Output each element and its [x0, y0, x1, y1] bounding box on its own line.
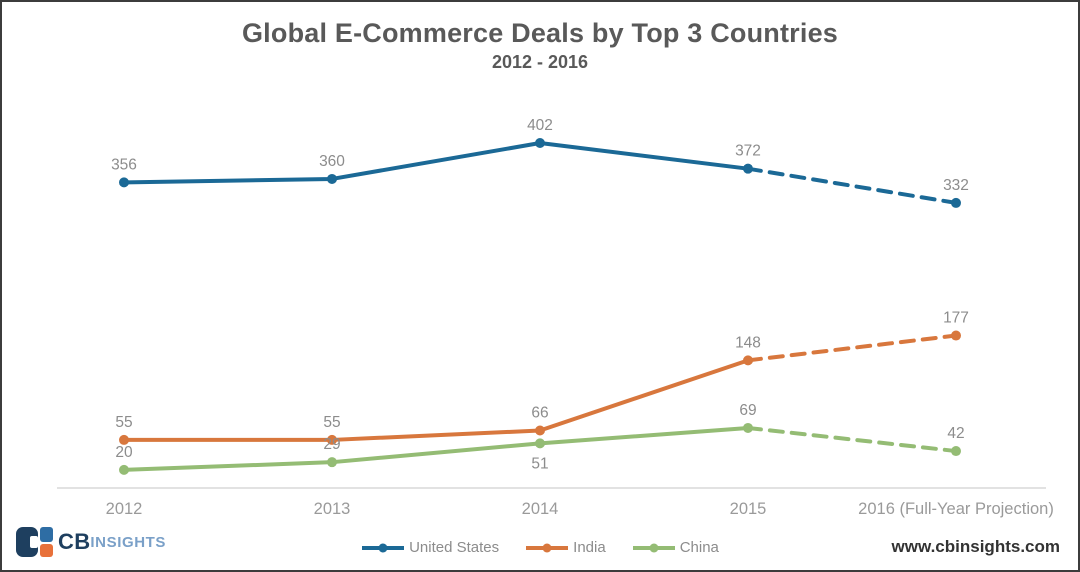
- data-point: [327, 457, 337, 468]
- data-label: 66: [531, 405, 548, 422]
- legend-label: United States: [409, 539, 500, 556]
- x-tick-label: 2013: [314, 500, 351, 518]
- chart-title: Global E-Commerce Deals by Top 3 Countri…: [241, 18, 839, 48]
- chart-header: Global E-Commerce Deals by Top 3 Countri…: [2, 18, 1078, 73]
- data-point: [743, 355, 753, 366]
- data-point: [119, 177, 129, 188]
- series-line-india: [122, 358, 750, 442]
- data-label: 402: [527, 117, 553, 134]
- data-label: 29: [323, 436, 340, 453]
- data-point: [535, 438, 545, 449]
- logo-insights-text: INSIGHTS: [90, 533, 167, 551]
- data-point: [535, 138, 545, 149]
- chart-legend: United States India China: [2, 539, 1078, 556]
- series-projection-china: [746, 425, 958, 454]
- legend-item-united-states: United States: [361, 539, 499, 556]
- chart-subtitle: 2012 - 2016: [491, 52, 589, 72]
- legend-marker-icon: [526, 543, 569, 552]
- data-point: [327, 434, 337, 445]
- data-label: 148: [735, 334, 761, 351]
- data-point: [327, 173, 337, 184]
- data-label: 356: [111, 156, 137, 173]
- data-label: 332: [943, 177, 969, 194]
- data-label: 360: [319, 153, 345, 170]
- x-tick-label: 2016 (Full-Year Projection): [858, 500, 1054, 518]
- series-line-china: [122, 425, 750, 472]
- x-tick-label: 2012: [106, 500, 143, 518]
- logo-cb-text: CB: [58, 529, 91, 554]
- data-point: [743, 422, 753, 433]
- data-point: [951, 446, 961, 457]
- legend-marker-icon: [632, 543, 675, 552]
- legend-label: India: [573, 539, 606, 556]
- cbinsights-logo-icon: [16, 526, 53, 558]
- data-point: [951, 197, 961, 208]
- data-point: [119, 464, 129, 475]
- legend-item-india: India: [525, 539, 606, 556]
- series-line-united-states: [122, 141, 750, 185]
- data-label: 55: [115, 414, 132, 431]
- data-label: 51: [531, 455, 548, 472]
- data-point: [535, 425, 545, 436]
- x-tick-label: 2014: [522, 500, 559, 518]
- series-projection-india: [746, 333, 958, 363]
- data-point: [119, 434, 129, 445]
- data-label: 20: [115, 444, 133, 461]
- data-label: 69: [739, 402, 756, 419]
- data-point: [743, 163, 753, 174]
- data-label: 55: [323, 414, 340, 431]
- series-projection-united-states: [746, 166, 958, 205]
- legend-marker-icon: [362, 543, 405, 552]
- data-label: 177: [943, 310, 969, 327]
- data-point: [951, 330, 961, 341]
- website-text: www.cbinsights.com: [891, 537, 1060, 556]
- cbinsights-logo: CB INSIGHTS: [16, 526, 166, 558]
- x-tick-label: 2015: [730, 500, 767, 518]
- legend-label: China: [679, 539, 719, 556]
- legend-item-china: China: [632, 539, 719, 556]
- data-label: 42: [947, 425, 964, 442]
- data-label: 372: [735, 143, 761, 160]
